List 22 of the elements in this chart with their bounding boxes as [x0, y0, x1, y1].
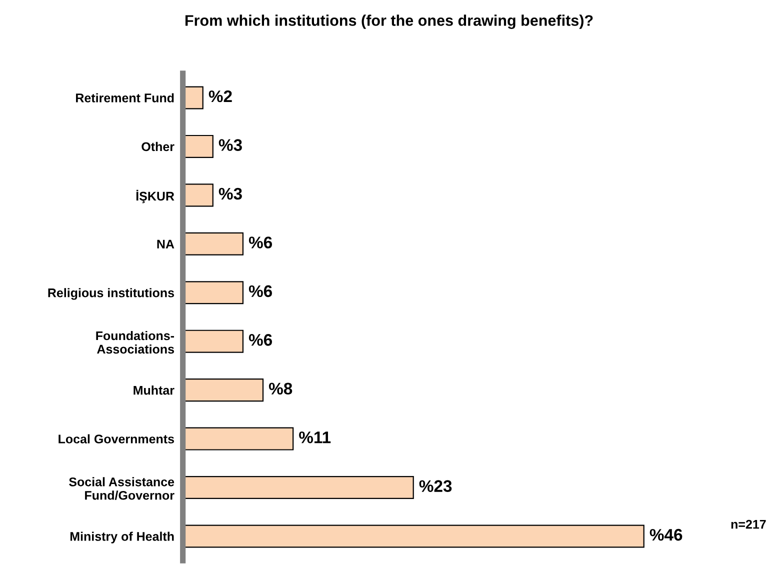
y-tick-label: Religious institutions [48, 288, 174, 300]
y-tick-label: İŞKUR [136, 190, 174, 204]
data-label: %46 [650, 528, 682, 541]
data-label: %11 [299, 431, 331, 444]
y-tick-label: Retirement Fund [76, 93, 174, 102]
y-tick-label: Foundations- Associations [96, 330, 174, 354]
y-tick-label: Muhtar [134, 386, 174, 395]
data-label: %2 [208, 90, 232, 102]
data-label: %6 [248, 285, 272, 298]
data-label: %6 [248, 236, 272, 248]
data-label: %23 [419, 480, 452, 492]
y-tick-label: Ministry of Health [70, 532, 174, 544]
y-tick-label: Social Assistance Fund/Governor [69, 477, 174, 500]
data-label: %8 [268, 382, 292, 395]
y-tick-label: NA [157, 240, 174, 248]
data-label: %3 [218, 188, 242, 200]
y-tick-label: Other [142, 142, 174, 152]
data-label: %3 [218, 139, 242, 151]
text: n=217 [731, 520, 766, 529]
y-tick-label: Local Governments [58, 434, 174, 444]
data-label: %6 [248, 334, 272, 346]
chart-title: From which institutions (for the ones drawing benefits)? [185, 14, 593, 29]
